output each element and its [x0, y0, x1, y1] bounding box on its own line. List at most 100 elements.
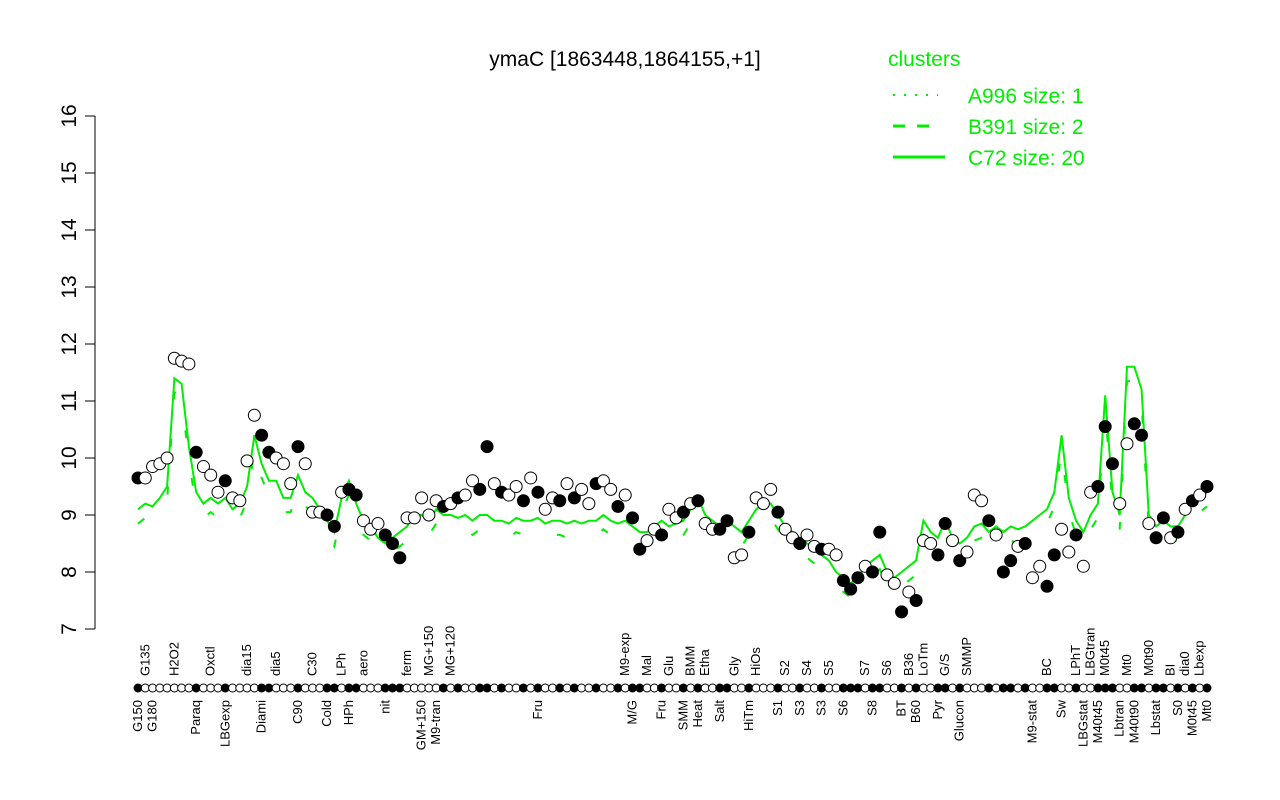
x-marker: [1202, 683, 1212, 693]
x-tick-label: Sw: [1054, 699, 1069, 718]
data-point: [909, 594, 923, 607]
data-point: [1062, 545, 1076, 559]
x-tick-label: M/G: [625, 700, 640, 725]
x-tick-label: LBGtran: [1083, 628, 1098, 676]
data-point: [1047, 548, 1061, 562]
data-point: [829, 548, 843, 562]
data-point: [945, 534, 959, 548]
x-tick-label: Mal: [639, 655, 654, 676]
data-point: [975, 494, 989, 508]
x-tick-label: MG+150: [421, 626, 436, 676]
x-tick-label: SMM: [675, 700, 690, 730]
x-tick-label: M0t45: [1184, 700, 1199, 736]
data-point: [996, 565, 1010, 579]
data-point: [349, 488, 363, 502]
data-point: [880, 568, 894, 582]
data-point: [800, 528, 814, 542]
x-tick-label: LoTm: [915, 643, 930, 676]
x-tick-label: Mt0: [1119, 654, 1134, 676]
data-point: [953, 554, 967, 568]
data-point: [1018, 537, 1032, 550]
x-tick-label: Salt: [712, 700, 727, 723]
x-tick-label: B60: [908, 700, 923, 723]
y-tick-label: 13: [58, 275, 81, 298]
data-point: [793, 537, 807, 550]
data-points: [131, 351, 1214, 619]
data-point: [895, 605, 909, 619]
data-point: [393, 551, 407, 565]
data-point: [298, 457, 312, 471]
y-tick-label: 9: [58, 509, 81, 521]
data-point: [1171, 525, 1185, 539]
data-point: [989, 528, 1003, 542]
data-point: [982, 514, 996, 528]
x-tick-label: SMMP: [959, 637, 974, 676]
cluster-lines: [137, 365, 1208, 599]
data-point: [1149, 531, 1163, 545]
x-tick-label: M9-exp: [617, 633, 632, 676]
x-tick-label: dia15: [239, 644, 254, 676]
legend-entry-c72: C72 size: 20: [968, 147, 1085, 170]
data-point: [466, 474, 480, 488]
data-point: [1127, 417, 1141, 431]
x-tick-label: S3: [792, 700, 807, 716]
data-point: [160, 451, 174, 465]
data-point: [524, 471, 538, 485]
x-tick-label: BC: [1039, 658, 1054, 676]
x-tick-label: S4: [799, 660, 814, 676]
x-tick-label: LBGexp: [217, 700, 232, 747]
x-tick-label: S5: [821, 660, 836, 676]
data-point: [1033, 559, 1047, 573]
x-tick-label: BT: [894, 700, 909, 717]
data-point: [626, 511, 640, 525]
data-point: [604, 482, 618, 496]
x-tick-label: Paraq: [188, 700, 203, 735]
x-tick-label: C30: [305, 652, 320, 676]
x-tick-label: M0t90: [1141, 640, 1156, 676]
y-tick-label: 11: [58, 390, 81, 412]
data-point: [240, 454, 254, 468]
data-point: [182, 357, 196, 371]
data-point: [778, 522, 792, 536]
x-tick-label: dia0: [1177, 651, 1192, 676]
x-tick-label: BMM: [683, 646, 698, 676]
data-point: [865, 565, 879, 579]
x-tick-label: G135: [137, 644, 152, 676]
data-point: [138, 471, 152, 485]
data-point: [211, 485, 225, 499]
data-point: [873, 525, 887, 539]
data-point: [327, 519, 341, 533]
x-tick-label: ferm: [399, 650, 414, 676]
data-point: [764, 482, 778, 496]
series-line-c72: [137, 365, 1208, 585]
data-point: [1069, 528, 1083, 542]
data-point: [960, 545, 974, 559]
data-point: [196, 460, 210, 474]
data-point: [1178, 502, 1192, 516]
data-point: [582, 497, 596, 511]
x-tick-label: Mt0: [1199, 700, 1214, 722]
data-point: [276, 457, 290, 471]
data-point: [567, 491, 581, 505]
data-point: [1040, 579, 1054, 593]
data-point: [1105, 457, 1119, 471]
data-point: [1055, 522, 1069, 536]
data-point: [204, 468, 218, 482]
data-point: [1193, 488, 1207, 502]
data-point: [218, 474, 232, 488]
data-point: [1113, 497, 1127, 511]
x-tick-label: S6: [879, 660, 894, 676]
data-point: [560, 477, 574, 491]
x-tick-label: C90: [290, 700, 305, 724]
y-tick-label: 16: [58, 104, 81, 127]
data-point: [320, 508, 334, 522]
data-point: [487, 477, 501, 491]
data-point: [575, 482, 589, 496]
data-point: [655, 528, 669, 542]
x-tick-label: G180: [145, 700, 160, 732]
x-tick-label: Heat: [690, 700, 705, 728]
x-tick-label: M40t45: [1090, 700, 1105, 743]
data-point: [756, 497, 770, 511]
x-tick-label: Lbtran: [1112, 700, 1127, 737]
